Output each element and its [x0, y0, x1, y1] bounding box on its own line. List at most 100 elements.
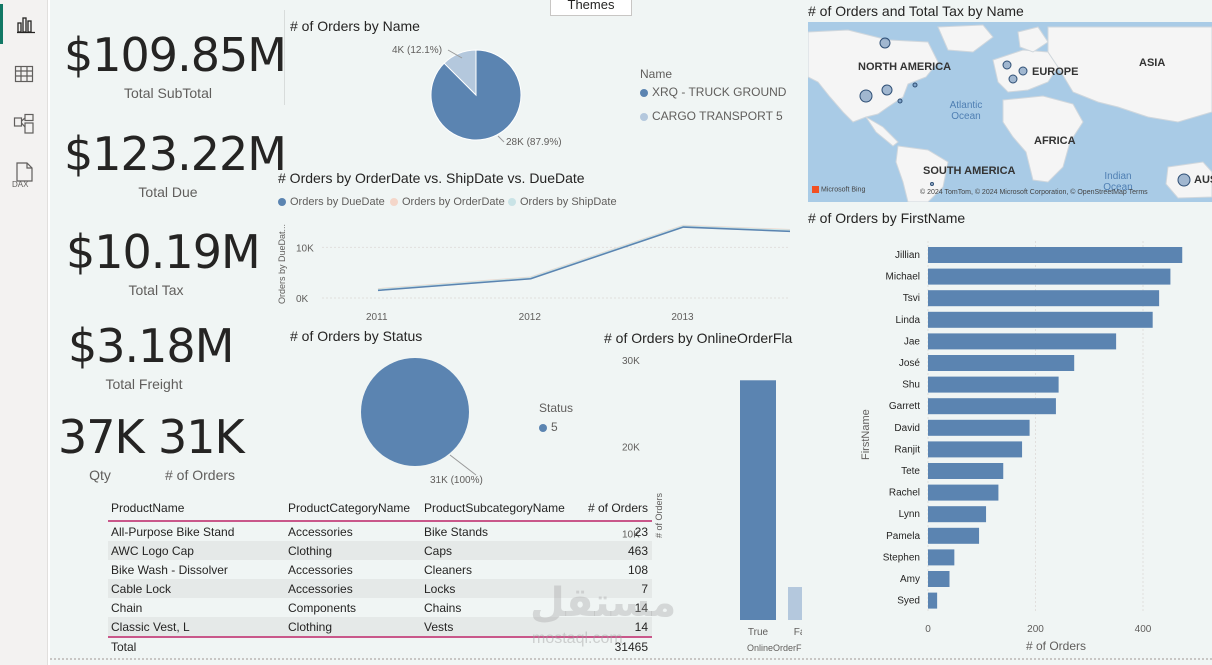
table-row[interactable]: Bike Wash - Dissolver Accessories Cleaners…: [108, 560, 652, 579]
online-bar-true[interactable]: [740, 380, 776, 620]
col-header[interactable]: ProductSubcategoryName: [424, 501, 565, 515]
firstname-y-tick: Syed: [897, 596, 920, 607]
report-view-button[interactable]: [0, 4, 48, 44]
pie-leader-line: [447, 49, 463, 59]
line-legend-item[interactable]: Orders by DueDate: [278, 196, 385, 208]
pie-data-label: 28K (87.9%): [506, 137, 562, 148]
firstname-bar[interactable]: [928, 333, 1117, 350]
table-row[interactable]: Classic Vest, L Clothing Vests 14: [108, 617, 652, 636]
firstname-bar[interactable]: [928, 355, 1075, 371]
kpi-total-freight-value: $3.18M: [68, 319, 234, 373]
table-cell: Cable Lock: [111, 581, 172, 596]
firstname-y-tick: Shu: [902, 380, 920, 391]
table-row[interactable]: AWC Logo Cap Clothing Caps 463: [108, 541, 652, 560]
firstname-bar[interactable]: [928, 571, 950, 587]
line-x-tick: 2012: [519, 312, 542, 323]
table-row[interactable]: Chain Components Chains 14: [108, 598, 652, 617]
online-flag-title: # of Orders by OnlineOrderFla: [604, 330, 793, 346]
table-cell: AWC Logo Cap: [111, 543, 194, 558]
firstname-bar[interactable]: [928, 592, 938, 609]
pie-status-legend-item[interactable]: 5: [539, 420, 558, 434]
pie-data-label: 31K (100%): [430, 475, 483, 486]
dax-query-view-button[interactable]: DAX: [0, 154, 48, 194]
report-canvas: $109.85M Total SubTotal $123.22M Total D…: [50, 0, 1212, 665]
firstname-y-tick: Linda: [896, 315, 921, 326]
pie-slice[interactable]: [443, 49, 477, 97]
table-cell: Vests: [424, 619, 454, 634]
firstname-bar[interactable]: [928, 527, 980, 544]
pie-name-legend-item[interactable]: CARGO TRANSPORT 5: [640, 109, 783, 123]
firstname-x-tick: 200: [1027, 624, 1044, 635]
firstname-chart[interactable]: 0 200 400 Jillian Michael Tsvi Linda Jae José Shu…: [806, 236, 1210, 656]
firstname-bar[interactable]: [928, 268, 1171, 285]
line-series-duedate[interactable]: [377, 226, 790, 292]
kpi-total-subtotal-label: Total SubTotal: [124, 85, 212, 101]
line-chart[interactable]: Orders by DueDat...10K0K2011201220132014: [274, 212, 790, 324]
table-cell: Accessories: [288, 581, 353, 596]
firstname-y-tick: Michael: [886, 272, 920, 283]
table-header: ProductName ProductCategoryName ProductS…: [108, 496, 652, 522]
firstname-y-tick: José: [899, 358, 921, 369]
bing-logo: Microsoft Bing: [812, 186, 865, 193]
firstname-bar[interactable]: [928, 506, 987, 523]
model-view-button[interactable]: [0, 104, 48, 144]
table-cell: 7: [641, 581, 648, 596]
firstname-bar[interactable]: [928, 549, 955, 566]
pie-name-chart[interactable]: 28K (87.9%) 4K (12.1%): [390, 40, 630, 160]
table-row[interactable]: All-Purpose Bike Stand Accessories Bike St…: [108, 522, 652, 541]
view-switcher-sidebar: DAX: [0, 0, 48, 665]
firstname-bar[interactable]: [928, 290, 1160, 307]
table-cell: 14: [634, 619, 648, 634]
firstname-x-tick: 400: [1135, 624, 1152, 635]
watermark-logo: مستقل: [530, 580, 677, 626]
map-label-atlantic: Atlantic Ocean: [949, 100, 983, 122]
firstname-bar[interactable]: [928, 398, 1056, 415]
firstname-x-tick: 0: [925, 624, 931, 635]
firstname-bar[interactable]: [928, 441, 1023, 458]
firstname-bar[interactable]: [928, 376, 1059, 393]
map-label-australia-edge: AUSTR: [1194, 174, 1212, 186]
pie-name-legend-item[interactable]: XRQ - TRUCK GROUND: [640, 85, 786, 99]
pie-slice[interactable]: [361, 358, 469, 466]
kpi-total-due-label: Total Due: [138, 184, 198, 200]
firstname-bar[interactable]: [928, 484, 999, 501]
firstname-y-tick: Garrett: [889, 401, 920, 412]
firstname-y-axis-label: FirstName: [860, 409, 872, 460]
firstname-y-tick: Tsvi: [903, 293, 920, 304]
online-flag-chart[interactable]: 30K20K10K0K# of OrdersTrueFalseOnlineOrd…: [602, 348, 802, 658]
kpi-total-tax-label: Total Tax: [128, 282, 184, 298]
table-cell: 14: [634, 600, 648, 615]
pie-status-chart[interactable]: 31K (100%): [350, 355, 510, 490]
firstname-y-tick: Lynn: [899, 509, 920, 520]
col-header[interactable]: ProductName: [111, 501, 185, 515]
line-chart-title: # Orders by OrderDate vs. ShipDate vs. D…: [278, 170, 585, 186]
firstname-y-tick: Tete: [901, 466, 920, 477]
table-view-button[interactable]: [0, 54, 48, 94]
line-series-orderdate[interactable]: [377, 224, 790, 291]
dax-label: DAX: [12, 180, 29, 189]
table-cell: Locks: [424, 581, 456, 596]
table-cell: Components: [288, 600, 357, 615]
online-bar-false[interactable]: [788, 587, 802, 620]
map-attribution[interactable]: © 2024 TomTom, © 2024 Microsoft Corporat…: [920, 189, 1148, 196]
dax-icon: [16, 162, 33, 182]
firstname-bar[interactable]: [928, 247, 1183, 263]
table-body: All-Purpose Bike Stand Accessories Bike St…: [108, 522, 652, 636]
product-table: ProductName ProductCategoryName ProductS…: [108, 496, 652, 655]
firstname-y-tick: Pamela: [886, 531, 920, 542]
firstname-bar[interactable]: [928, 463, 1004, 479]
pie-leader-line: [449, 454, 477, 476]
line-legend-item[interactable]: Orders by ShipDate: [508, 196, 617, 208]
line-x-tick: 2013: [671, 312, 694, 323]
line-series-shipdate[interactable]: [377, 225, 790, 292]
table-cell: Classic Vest, L: [111, 619, 190, 634]
line-legend-item[interactable]: Orders by OrderDate: [390, 196, 505, 208]
online-x-tick: True: [748, 627, 769, 638]
table-row[interactable]: Cable Lock Accessories Locks 7: [108, 579, 652, 598]
col-header[interactable]: ProductCategoryName: [288, 501, 411, 515]
firstname-bar[interactable]: [928, 311, 1153, 328]
col-header[interactable]: # of Orders: [587, 501, 648, 515]
online-y-tick: 30K: [622, 356, 640, 367]
map-visual[interactable]: NORTH AMERICA EUROPE ASIA AFRICA SOUTH A…: [808, 22, 1212, 202]
firstname-bar[interactable]: [928, 419, 1030, 436]
